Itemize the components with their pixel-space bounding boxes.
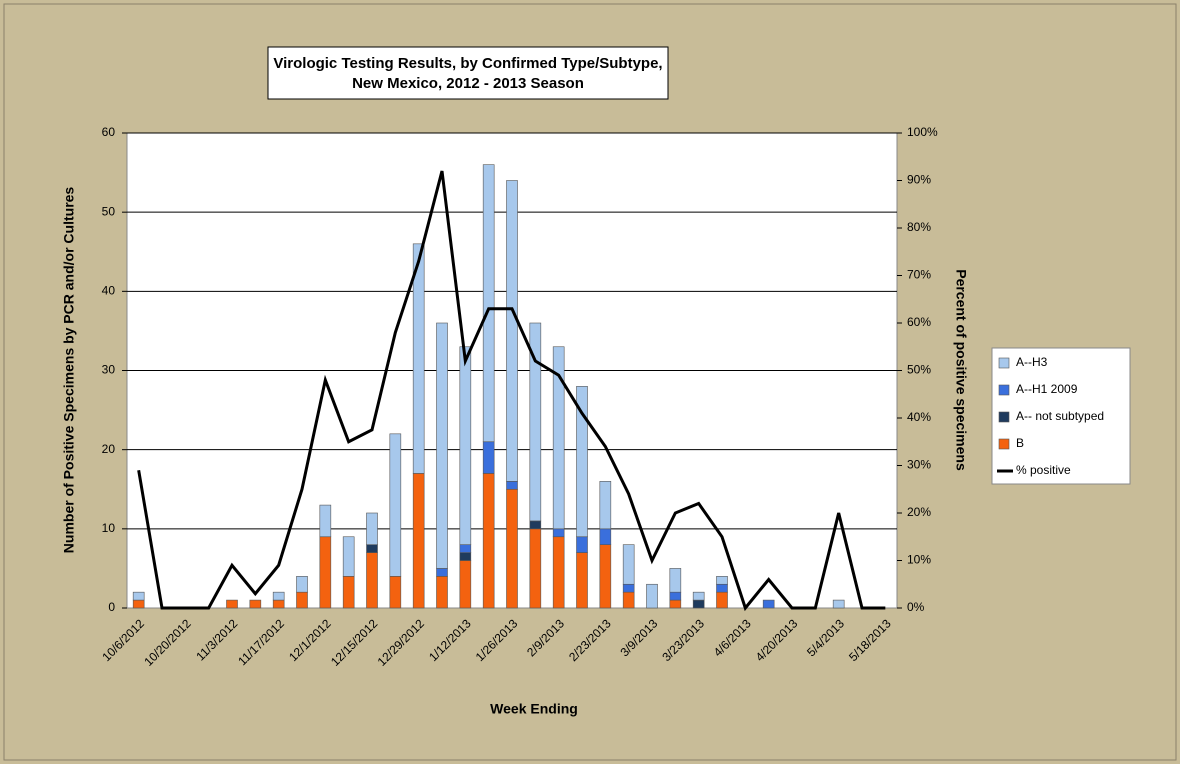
bar-segment (366, 512, 378, 545)
x-axis-title: Week Ending (490, 701, 578, 717)
bar-segment (482, 164, 495, 443)
legend-label: % positive (1016, 463, 1071, 477)
legend-label: B (1016, 436, 1024, 450)
bar-segment (529, 520, 542, 530)
bar-segment (412, 243, 425, 474)
bar-segment (599, 528, 612, 545)
bar-segment (692, 599, 705, 609)
y-tick-label: 40 (102, 284, 116, 298)
legend-swatch (998, 357, 1010, 369)
bar-segment (482, 473, 495, 609)
bar-segment (389, 576, 402, 609)
bar-segment (576, 536, 588, 553)
bar-segment (132, 599, 145, 609)
legend-swatch (998, 411, 1010, 423)
bar-segment (459, 560, 472, 609)
y2-tick-label: 60% (907, 315, 931, 329)
y2-tick-label: 50% (907, 363, 931, 377)
bar-segment (576, 552, 588, 609)
y2-tick-label: 30% (907, 458, 931, 472)
legend-label: A--H3 (1016, 355, 1048, 369)
bar-segment (296, 576, 308, 593)
bar-segment (506, 180, 518, 482)
bar-segment (716, 576, 728, 585)
bar-segment (459, 544, 472, 553)
bar-segment (319, 504, 332, 538)
bar-segment (669, 591, 682, 601)
bar-segment (272, 599, 285, 609)
bar-segment (436, 568, 448, 577)
y-tick-label: 20 (102, 442, 116, 456)
line (137, 170, 886, 612)
bar-segment (599, 544, 612, 609)
legend (991, 347, 1131, 485)
y-axis-title: Number of Positive Specimens by PCR and/… (61, 187, 77, 554)
bar-segment (622, 583, 635, 593)
bar-segment (482, 441, 495, 474)
bar-segment (506, 488, 518, 609)
bar-segment (366, 544, 378, 553)
bar-segment (832, 599, 845, 609)
bar-segment (506, 481, 518, 490)
bar-segment (459, 346, 472, 545)
chart-title: New Mexico, 2012 - 2013 Season (352, 75, 584, 92)
bar-segment (762, 599, 775, 609)
bar-segment (692, 591, 705, 601)
y2-tick-label: 10% (907, 553, 931, 567)
title-box (267, 46, 669, 100)
bar-segment (622, 544, 635, 585)
bar-segment (552, 536, 565, 609)
legend-label: A-- not subtyped (1016, 409, 1104, 423)
bar-segment (249, 599, 262, 609)
y2-axis-title: Percent of positive specimens (953, 269, 969, 471)
y2-tick-label: 20% (907, 505, 931, 519)
bar-segment (272, 591, 285, 601)
bar-segment (529, 322, 542, 522)
bar-segment (552, 528, 565, 538)
bar-segment (342, 576, 355, 609)
bar-segment (529, 528, 542, 609)
frame (3, 3, 1177, 761)
bar-segment (366, 552, 378, 609)
bar-segment (576, 386, 588, 538)
bar-segment (459, 552, 472, 561)
bar-segment (552, 346, 565, 530)
bar-segment (646, 583, 658, 609)
bar-segment (226, 599, 238, 609)
y2-tick-label: 90% (907, 173, 931, 187)
bar-segment (296, 591, 308, 609)
y2-tick-label: 80% (907, 220, 931, 234)
chart-title: Virologic Testing Results, by Confirmed … (273, 55, 662, 72)
y-tick-label: 10 (102, 521, 116, 535)
bar-segment (669, 568, 682, 593)
bar-segment (436, 576, 448, 609)
bar-segment (716, 583, 728, 593)
y2-tick-label: 40% (907, 410, 931, 424)
bar-segment (132, 591, 145, 601)
bar-segment (412, 473, 425, 609)
bar-segment (669, 599, 682, 609)
y2-tick-label: 0% (907, 600, 925, 614)
legend-swatch (998, 438, 1010, 450)
y-tick-label: 30 (102, 363, 116, 377)
y-tick-label: 0 (108, 600, 115, 614)
y2-tick-label: 70% (907, 268, 931, 282)
y2-tick-label: 100% (907, 125, 938, 139)
legend-label: A--H1 2009 (1016, 382, 1078, 396)
y-tick-label: 50 (102, 204, 116, 218)
bar-segment (622, 591, 635, 609)
bar-segment (716, 591, 728, 609)
bar-segment (599, 481, 612, 530)
bar-segment (389, 433, 402, 577)
y-tick-label: 60 (102, 125, 116, 139)
bar-segment (436, 322, 448, 569)
legend-swatch (998, 384, 1010, 396)
bar-segment (342, 536, 355, 577)
bar-segment (319, 536, 332, 609)
